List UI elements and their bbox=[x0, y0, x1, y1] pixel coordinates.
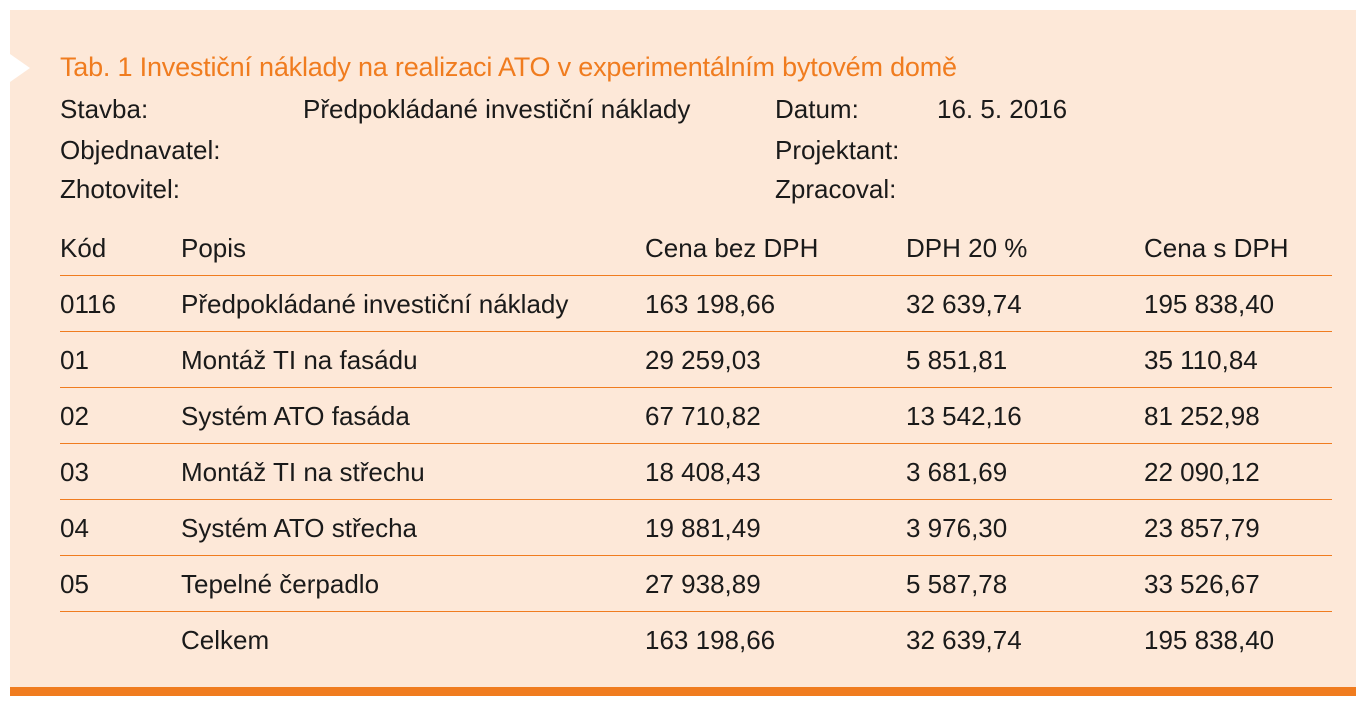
cell-kod: 05 bbox=[60, 569, 89, 599]
cell-dph: 3 681,69 bbox=[906, 457, 1008, 487]
cell-cena-bez-dph: 27 938,89 bbox=[645, 569, 761, 599]
cell-popis: Systém ATO fasáda bbox=[181, 401, 410, 431]
total-cena-bez-dph: 163 198,66 bbox=[645, 625, 776, 655]
table-row: 05 Tepelné čerpadlo 27 938,89 5 587,78 3… bbox=[60, 556, 1332, 612]
header-cena-s-dph: Cena s DPH bbox=[1144, 233, 1289, 263]
total-label: Celkem bbox=[181, 625, 270, 655]
panel-notch bbox=[10, 54, 30, 82]
cell-kod: 01 bbox=[60, 345, 89, 375]
cell-popis: Systém ATO střecha bbox=[181, 513, 418, 543]
total-dph: 32 639,74 bbox=[906, 625, 1022, 655]
cell-popis: Montáž TI na fasádu bbox=[181, 345, 418, 375]
cell-dph: 5 587,78 bbox=[906, 569, 1008, 599]
cell-cena-bez-dph: 29 259,03 bbox=[645, 345, 761, 375]
cell-kod: 04 bbox=[60, 513, 89, 543]
cell-dph: 32 639,74 bbox=[906, 289, 1022, 319]
cell-cena-bez-dph: 18 408,43 bbox=[645, 457, 761, 487]
table-header-row: Kód Popis Cena bez DPH DPH 20 % Cena s D… bbox=[60, 220, 1332, 276]
header-kod: Kód bbox=[60, 233, 107, 263]
cell-dph: 3 976,30 bbox=[906, 513, 1008, 543]
objednavatel-label: Objednavatel: bbox=[60, 135, 221, 165]
cell-popis: Předpokládané investiční náklady bbox=[181, 289, 569, 319]
cell-cena-s-dph: 81 252,98 bbox=[1144, 401, 1260, 431]
header-dph: DPH 20 % bbox=[906, 233, 1028, 263]
zhotovitel-label: Zhotovitel: bbox=[60, 174, 180, 204]
cell-dph: 5 851,81 bbox=[906, 345, 1008, 375]
cell-cena-s-dph: 23 857,79 bbox=[1144, 513, 1260, 543]
table-row: 04 Systém ATO střecha 19 881,49 3 976,30… bbox=[60, 500, 1332, 556]
cell-kod: 0116 bbox=[60, 289, 116, 319]
cost-table: Kód Popis Cena bez DPH DPH 20 % Cena s D… bbox=[60, 220, 1332, 668]
datum-value: 16. 5. 2016 bbox=[937, 94, 1068, 124]
table-total-row: Celkem 163 198,66 32 639,74 195 838,40 bbox=[60, 612, 1332, 668]
zpracoval-label: Zpracoval: bbox=[775, 174, 897, 204]
cell-cena-s-dph: 195 838,40 bbox=[1144, 289, 1275, 319]
table-row: 03 Montáž TI na střechu 18 408,43 3 681,… bbox=[60, 444, 1332, 500]
projektant-label: Projektant: bbox=[775, 135, 900, 165]
header-popis: Popis bbox=[181, 233, 247, 263]
cell-cena-bez-dph: 163 198,66 bbox=[645, 289, 776, 319]
cell-cena-s-dph: 35 110,84 bbox=[1144, 345, 1258, 375]
table-row: 0116 Předpokládané investiční náklady 16… bbox=[60, 276, 1332, 332]
cell-cena-bez-dph: 67 710,82 bbox=[645, 401, 761, 431]
header-cena-bez-dph: Cena bez DPH bbox=[645, 233, 819, 263]
cell-popis: Tepelné čerpadlo bbox=[181, 569, 380, 599]
cell-cena-s-dph: 22 090,12 bbox=[1144, 457, 1260, 487]
bottom-accent-bar bbox=[10, 687, 1356, 696]
table-row: 02 Systém ATO fasáda 67 710,82 13 542,16… bbox=[60, 388, 1332, 444]
table-title: Tab. 1 Investiční náklady na realizaci A… bbox=[60, 52, 957, 82]
datum-label: Datum: bbox=[775, 94, 859, 124]
cell-popis: Montáž TI na střechu bbox=[181, 457, 425, 487]
table-row: 01 Montáž TI na fasádu 29 259,03 5 851,8… bbox=[60, 332, 1332, 388]
cell-cena-s-dph: 33 526,67 bbox=[1144, 569, 1260, 599]
table-panel bbox=[10, 10, 1356, 687]
cell-dph: 13 542,16 bbox=[906, 401, 1022, 431]
cell-kod: 02 bbox=[60, 401, 89, 431]
cell-kod: 03 bbox=[60, 457, 89, 487]
total-cena-s-dph: 195 838,40 bbox=[1144, 625, 1275, 655]
stavba-label: Stavba: bbox=[60, 94, 149, 124]
cell-cena-bez-dph: 19 881,49 bbox=[645, 513, 761, 543]
stavba-value: Předpokládané investiční náklady bbox=[303, 94, 691, 124]
